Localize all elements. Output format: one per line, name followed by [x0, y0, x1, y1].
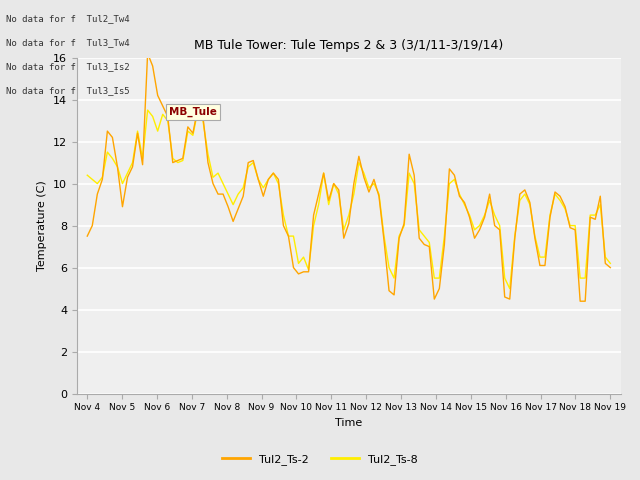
- Tul2_Ts-2: [607, 265, 614, 271]
- Tul2_Ts-2: [159, 103, 166, 109]
- Tul2_Ts-8: [144, 107, 152, 113]
- Tul2_Ts-2: [88, 223, 96, 228]
- Tul2_Ts-8: [290, 233, 298, 239]
- Tul2_Ts-8: [315, 202, 323, 207]
- Tul2_Ts-2: [290, 265, 298, 271]
- Text: No data for f  Tul3_Is2: No data for f Tul3_Is2: [6, 62, 130, 72]
- Tul2_Ts-8: [506, 286, 513, 291]
- Tul2_Ts-2: [466, 214, 474, 220]
- Tul2_Ts-8: [470, 227, 478, 233]
- Tul2_Ts-2: [144, 50, 152, 56]
- X-axis label: Time: Time: [335, 418, 362, 428]
- Tul2_Ts-2: [577, 298, 584, 304]
- Tul2_Ts-8: [88, 177, 96, 182]
- Tul2_Ts-8: [466, 212, 474, 218]
- Text: MB_Tule: MB_Tule: [169, 107, 217, 117]
- Tul2_Ts-8: [159, 111, 166, 117]
- Title: MB Tule Tower: Tule Temps 2 & 3 (3/1/11-3/19/14): MB Tule Tower: Tule Temps 2 & 3 (3/1/11-…: [194, 39, 504, 52]
- Tul2_Ts-2: [315, 191, 323, 197]
- Y-axis label: Temperature (C): Temperature (C): [37, 180, 47, 271]
- Tul2_Ts-8: [83, 172, 91, 178]
- Text: No data for f  Tul2_Tw4: No data for f Tul2_Tw4: [6, 14, 130, 24]
- Text: No data for f  Tul3_Is5: No data for f Tul3_Is5: [6, 86, 130, 96]
- Line: Tul2_Ts-2: Tul2_Ts-2: [87, 53, 611, 301]
- Tul2_Ts-2: [83, 233, 91, 239]
- Text: No data for f  Tul3_Tw4: No data for f Tul3_Tw4: [6, 38, 130, 48]
- Legend: Tul2_Ts-2, Tul2_Ts-8: Tul2_Ts-2, Tul2_Ts-8: [218, 450, 422, 469]
- Tul2_Ts-2: [470, 235, 478, 241]
- Tul2_Ts-8: [607, 261, 614, 266]
- Line: Tul2_Ts-8: Tul2_Ts-8: [87, 110, 611, 288]
